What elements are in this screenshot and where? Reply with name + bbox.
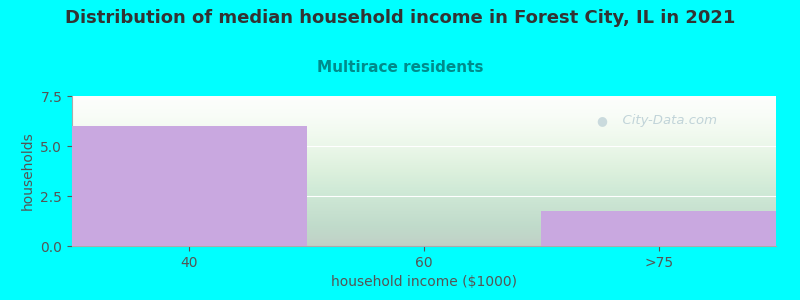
Text: Multirace residents: Multirace residents [317,60,483,75]
Y-axis label: households: households [21,132,35,210]
Text: ●: ● [597,114,607,127]
Text: City-Data.com: City-Data.com [614,114,717,127]
Bar [542,211,776,246]
Text: Distribution of median household income in Forest City, IL in 2021: Distribution of median household income … [65,9,735,27]
Bar [72,126,306,246]
X-axis label: household income ($1000): household income ($1000) [331,275,517,289]
